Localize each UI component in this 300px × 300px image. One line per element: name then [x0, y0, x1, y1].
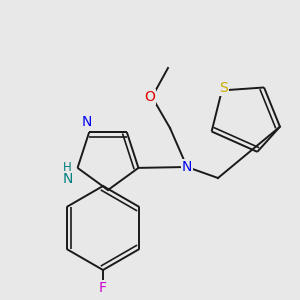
- Text: H: H: [63, 161, 72, 174]
- Text: O: O: [145, 90, 155, 104]
- Text: F: F: [99, 281, 107, 295]
- Text: N: N: [62, 172, 73, 186]
- Text: S: S: [220, 81, 228, 95]
- Text: N: N: [82, 115, 92, 129]
- Text: N: N: [182, 160, 192, 174]
